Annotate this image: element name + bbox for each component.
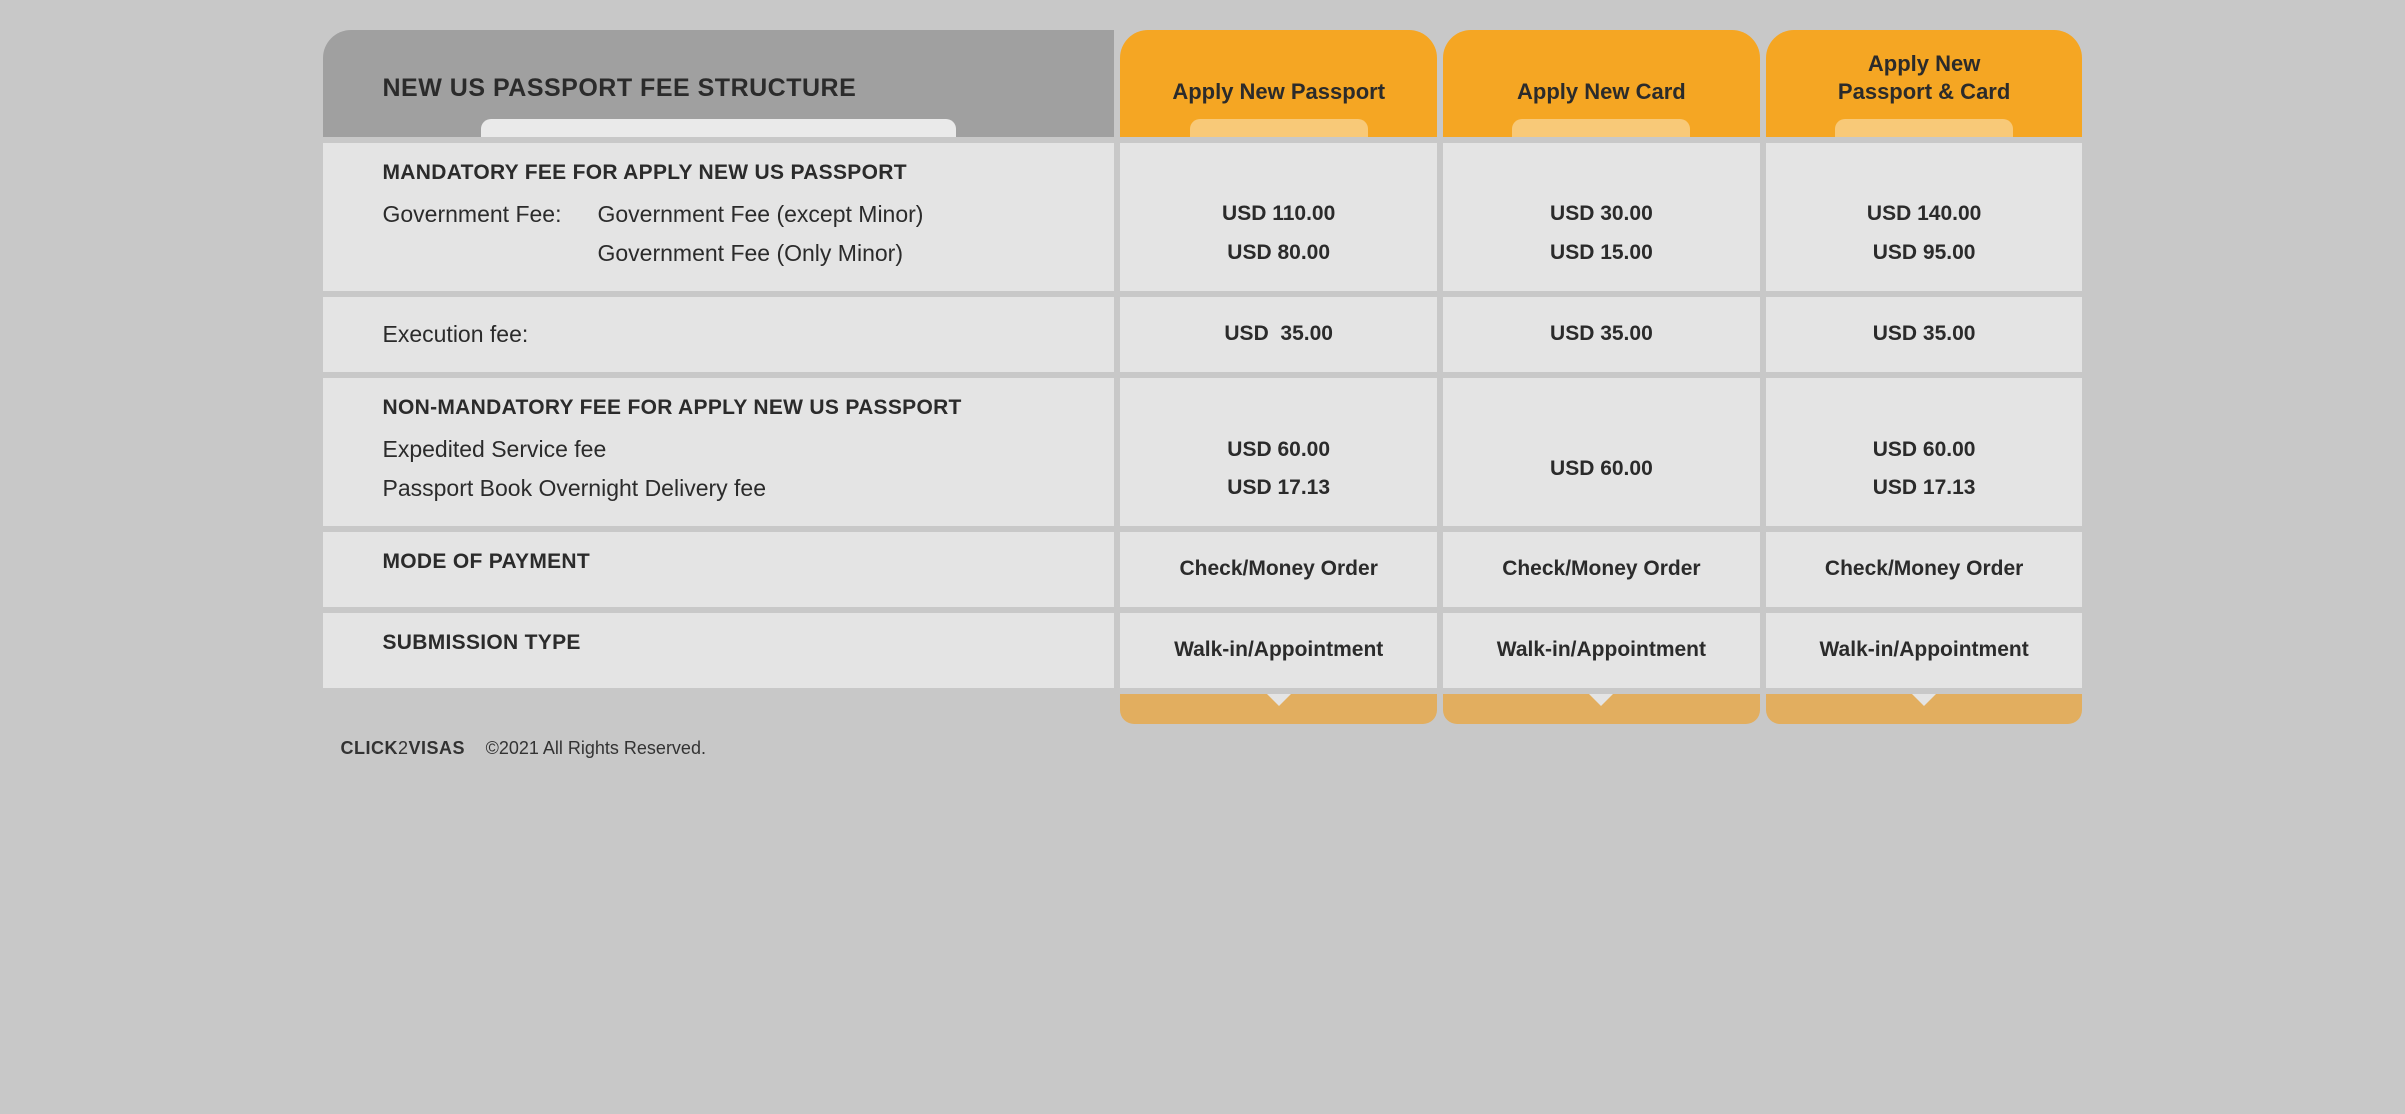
foot-spacer <box>323 694 1115 724</box>
header-col-1-title: Apply New Card <box>1517 78 1686 106</box>
nonmand-r0-c2: USD 60.00 <box>1873 431 1976 470</box>
fee-table-wrap: NEW US PASSPORT FEE STRUCTURE Apply New … <box>323 30 2083 759</box>
execution-label: Execution fee: <box>383 315 1095 354</box>
footer: CLICK2VISAS ©2021 All Rights Reserved. <box>323 738 2083 759</box>
mandatory-r0-c0: USD 110.00 <box>1222 195 1335 234</box>
header-col-2-notch <box>1835 119 2013 137</box>
mandatory-r0-c2: USD 140.00 <box>1867 195 1981 234</box>
brand-mid: 2 <box>398 738 409 758</box>
copyright: ©2021 All Rights Reserved. <box>486 738 706 758</box>
header-col-0: Apply New Passport <box>1120 30 1437 137</box>
nonmandatory-row-1-label: Passport Book Overnight Delivery fee <box>383 469 1095 508</box>
fee-table: NEW US PASSPORT FEE STRUCTURE Apply New … <box>323 30 2083 724</box>
mandatory-title: MANDATORY FEE FOR APPLY NEW US PASSPORT <box>383 161 1095 185</box>
mandatory-r1-c2: USD 95.00 <box>1873 234 1976 273</box>
nonmand-r1-c2: USD 17.13 <box>1873 469 1976 508</box>
payment-label: MODE OF PAYMENT <box>383 550 1095 574</box>
execution-val-1: USD 35.00 <box>1443 297 1760 372</box>
gov-fee-label: Government Fee: <box>383 195 598 234</box>
mandatory-r1-c0: USD 80.00 <box>1227 234 1330 273</box>
submission-label: SUBMISSION TYPE <box>383 631 1095 655</box>
header-col-0-notch <box>1190 119 1368 137</box>
header-col-0-title: Apply New Passport <box>1172 78 1385 106</box>
foot-tab-2 <box>1766 694 2083 724</box>
header-col-2-title: Apply New Passport & Card <box>1838 50 2010 105</box>
execution-val-0: USD 35.00 <box>1120 297 1437 372</box>
foot-tab-1 <box>1443 694 1760 724</box>
mandatory-val-col-2: USD 140.00 USD 95.00 <box>1766 143 2083 291</box>
submission-label-cell: SUBMISSION TYPE <box>323 613 1115 688</box>
mandatory-val-col-1: USD 30.00 USD 15.00 <box>1443 143 1760 291</box>
brand: CLICK2VISAS <box>341 738 471 758</box>
submission-val-2: Walk-in/Appointment <box>1766 613 2083 688</box>
submission-val-0: Walk-in/Appointment <box>1120 613 1437 688</box>
header-notch <box>481 119 956 137</box>
header-col-2: Apply New Passport & Card <box>1766 30 2083 137</box>
mandatory-r1-c1: USD 15.00 <box>1550 234 1653 273</box>
brand-pre: CLICK <box>341 738 399 758</box>
header-title-cell: NEW US PASSPORT FEE STRUCTURE <box>323 30 1115 137</box>
mandatory-row-1: Government Fee (Only Minor) <box>383 234 1095 273</box>
payment-val-2: Check/Money Order <box>1766 532 2083 607</box>
brand-post: VISAS <box>409 738 466 758</box>
nonmand-r0-c0: USD 60.00 <box>1227 431 1330 470</box>
nonmand-r0-c1: USD 60.00 <box>1550 450 1653 489</box>
nonmandatory-val-col-0: USD 60.00 USD 17.13 <box>1120 378 1437 526</box>
foot-tab-0 <box>1120 694 1437 724</box>
header-title: NEW US PASSPORT FEE STRUCTURE <box>383 74 857 103</box>
mandatory-r0-c1: USD 30.00 <box>1550 195 1653 234</box>
nonmand-r1-c0: USD 17.13 <box>1227 469 1330 508</box>
submission-val-1: Walk-in/Appointment <box>1443 613 1760 688</box>
nonmandatory-label-cell: NON-MANDATORY FEE FOR APPLY NEW US PASSP… <box>323 378 1115 526</box>
header-col-1-notch <box>1512 119 1690 137</box>
mandatory-label-cell: MANDATORY FEE FOR APPLY NEW US PASSPORT … <box>323 143 1115 291</box>
mandatory-row-0: Government Fee: Government Fee (except M… <box>383 195 1095 234</box>
nonmandatory-val-col-2: USD 60.00 USD 17.13 <box>1766 378 2083 526</box>
execution-label-cell: Execution fee: <box>323 297 1115 372</box>
nonmandatory-row-0-label: Expedited Service fee <box>383 430 1095 469</box>
execution-val-2: USD 35.00 <box>1766 297 2083 372</box>
payment-val-1: Check/Money Order <box>1443 532 1760 607</box>
mandatory-row-1-label: Government Fee (Only Minor) <box>598 234 903 273</box>
nonmandatory-title: NON-MANDATORY FEE FOR APPLY NEW US PASSP… <box>383 396 1095 420</box>
payment-label-cell: MODE OF PAYMENT <box>323 532 1115 607</box>
nonmandatory-val-col-1: USD 60.00 <box>1443 378 1760 526</box>
mandatory-val-col-0: USD 110.00 USD 80.00 <box>1120 143 1437 291</box>
mandatory-row-0-label: Government Fee (except Minor) <box>598 195 924 234</box>
payment-val-0: Check/Money Order <box>1120 532 1437 607</box>
header-col-1: Apply New Card <box>1443 30 1760 137</box>
